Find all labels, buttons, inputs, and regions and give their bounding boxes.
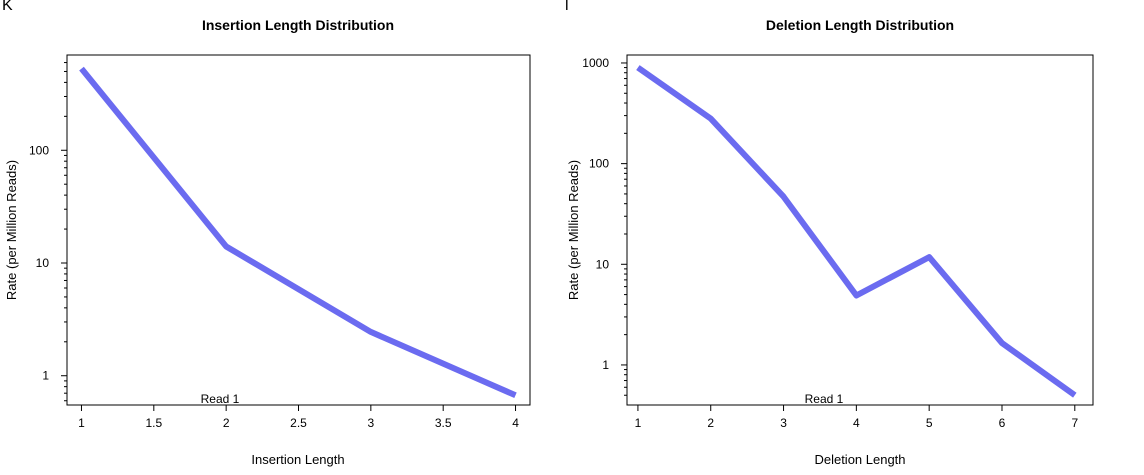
y-tick-label: 100 (589, 157, 609, 171)
y-axis-label: Rate (per Million Reads) (4, 160, 19, 300)
series-group (79, 66, 517, 399)
x-tick-label: 2 (223, 416, 230, 430)
data-point (637, 67, 638, 68)
x-tick-label: 4 (853, 416, 860, 430)
data-point (226, 246, 227, 247)
y-tick-label: 1 (42, 369, 49, 383)
x-tick-label: 5 (926, 416, 933, 430)
x-tick-label: 2.5 (290, 416, 307, 430)
series-line (636, 65, 1077, 398)
y-axis-label: Rate (per Million Reads) (566, 160, 581, 300)
x-tick-label: 7 (1071, 416, 1078, 430)
x-tick-label: 1.5 (145, 416, 162, 430)
chart-panel-deletion: l Deletion Length Distribution 1 2 3 4 5 6 7 1… (565, 0, 1094, 467)
x-tick-label: 3 (368, 416, 375, 430)
x-tick-label: 1 (635, 416, 642, 430)
x-axis-label: Insertion Length (251, 452, 344, 467)
panel-label: l (565, 0, 569, 14)
x-axis: 1 1.5 2 2.5 3 3.5 4 (78, 405, 519, 430)
y-tick-label: 1 (602, 358, 609, 372)
series-group (636, 65, 1077, 398)
read-annotation: Read 1 (805, 392, 844, 406)
x-tick-label: 4 (512, 416, 519, 430)
chart-title: Insertion Length Distribution (202, 17, 394, 33)
y-tick-label: 10 (36, 256, 50, 270)
x-tick-label: 3 (780, 416, 787, 430)
y-tick-label: 10 (596, 257, 610, 271)
y-tick-label: 100 (29, 143, 49, 157)
panel-label: K (2, 0, 13, 14)
read-annotation: Read 1 (201, 392, 240, 406)
chart-panel-insertion: K Insertion Length Distribution 1 1.5 2 2.5… (2, 0, 531, 467)
y-tick-label: 1000 (582, 56, 609, 70)
x-axis: 1 2 3 4 5 6 7 (635, 405, 1078, 430)
y-axis: 1 10 100 1000 (582, 56, 627, 396)
series-line (79, 66, 517, 399)
x-tick-label: 6 (999, 416, 1006, 430)
x-tick-label: 2 (707, 416, 714, 430)
plot-area-frame (626, 54, 1094, 406)
data-point (1074, 395, 1075, 396)
x-axis-label: Deletion Length (814, 452, 905, 467)
data-point (370, 331, 371, 332)
data-point (929, 257, 930, 258)
y-axis: 1 10 100 (29, 62, 67, 402)
x-tick-label: 1 (78, 416, 85, 430)
x-tick-label: 3.5 (435, 416, 452, 430)
data-point (710, 118, 711, 119)
data-point (1001, 343, 1002, 344)
chart-title: Deletion Length Distribution (766, 17, 954, 33)
plot-area-frame (66, 54, 531, 406)
data-point (515, 395, 516, 396)
data-point (856, 295, 857, 296)
data-point (81, 68, 82, 69)
data-point (783, 196, 784, 197)
